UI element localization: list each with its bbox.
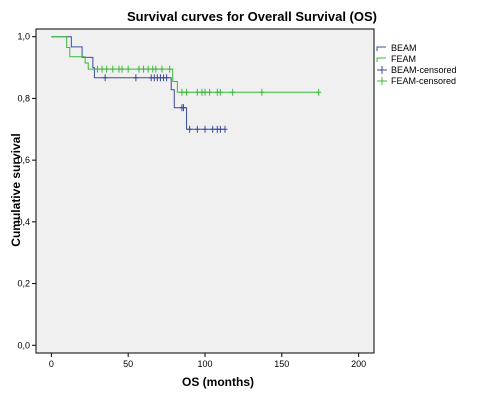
censor-mark-beam [180, 104, 186, 112]
plot-area [35, 28, 375, 354]
censor-mark-feam [202, 88, 208, 96]
censor-mark-feam [259, 88, 265, 96]
censor-mark-feam [230, 88, 236, 96]
censor-mark-feam [217, 88, 223, 96]
censor-mark-feam [207, 88, 213, 96]
censor-mark-feam [141, 65, 147, 73]
censor-mark-feam [145, 65, 151, 73]
y-tick-label: 0,0 [17, 340, 30, 350]
legend-label: BEAM-censored [391, 65, 457, 75]
y-tick-label: 0,4 [17, 217, 30, 227]
censor-mark-beam [217, 125, 223, 133]
legend-swatch [376, 46, 386, 51]
censor-mark-beam [164, 74, 170, 82]
censor-mark-beam [133, 74, 139, 82]
censor-mark-feam [184, 88, 190, 96]
legend-item: FEAM-censored [377, 76, 456, 86]
censor-mark-feam [159, 65, 165, 73]
y-tick-label: 0,2 [17, 279, 30, 289]
y-tick-label: 0,8 [17, 93, 30, 103]
legend-label: FEAM [391, 54, 416, 64]
censor-mark-beam [222, 125, 228, 133]
series-line-feam [51, 36, 319, 93]
censor-mark-feam [167, 65, 173, 73]
legend-label: BEAM [391, 43, 417, 53]
censor-mark-feam [179, 88, 185, 96]
censor-mark-feam [316, 88, 322, 96]
censor-mark-feam [136, 65, 142, 73]
censor-mark-beam [202, 125, 208, 133]
x-tick-label: 0 [49, 359, 54, 369]
legend-swatch [376, 57, 386, 62]
censor-mark-feam [194, 88, 200, 96]
censor-mark-beam [187, 125, 193, 133]
censor-mark-beam [210, 125, 216, 133]
censor-mark-feam [153, 65, 159, 73]
censor-mark-feam [119, 65, 125, 73]
x-tick-label: 200 [351, 359, 366, 369]
censor-mark-feam [94, 65, 100, 73]
y-tick-label: 0,6 [17, 155, 30, 165]
y-tick-label: 1,0 [17, 32, 30, 42]
legend-item: FEAM [376, 54, 416, 64]
x-axis-label: OS (months) [182, 375, 254, 389]
censor-mark-feam [99, 65, 105, 73]
x-tick-label: 50 [123, 359, 133, 369]
legend-item: BEAM-censored [377, 65, 457, 75]
censor-mark-beam [102, 74, 108, 82]
legend-label: FEAM-censored [391, 76, 456, 86]
censor-mark-feam [110, 65, 116, 73]
legend-item: BEAM [376, 43, 417, 53]
x-tick-label: 150 [274, 359, 289, 369]
censor-mark-feam [104, 65, 110, 73]
censor-mark-beam [194, 125, 200, 133]
censor-mark-feam [125, 65, 131, 73]
x-tick-label: 100 [197, 359, 212, 369]
y-axis-label: Cumulative survival [9, 133, 23, 246]
chart-title: Survival curves for Overall Survival (OS… [127, 9, 377, 24]
